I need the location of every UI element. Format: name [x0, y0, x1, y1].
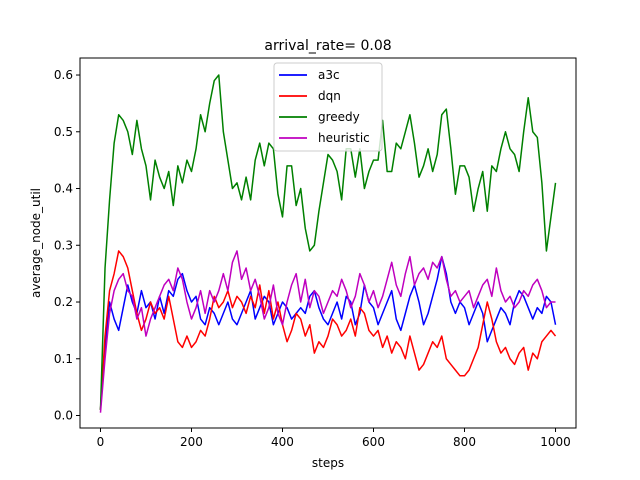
series-lines — [99, 74, 557, 413]
legend-label-greedy: greedy — [318, 110, 360, 124]
series-line-greedy — [99, 74, 557, 410]
legend-label-heuristic: heuristic — [318, 131, 370, 145]
x-tick-label: 1000 — [540, 435, 571, 449]
legend: a3c dqn greedy heuristic — [273, 62, 383, 152]
x-axis-label: steps — [312, 456, 344, 470]
x-axis: 0 200 400 600 800 1000 — [97, 428, 571, 449]
y-axis: 0.0 0.1 0.2 0.3 0.4 0.5 0.6 — [54, 68, 80, 423]
y-tick-label: 0.6 — [54, 68, 73, 82]
y-tick-label: 0.0 — [54, 409, 73, 423]
y-axis-label: average_node_util — [29, 188, 43, 298]
x-tick-label: 400 — [271, 435, 294, 449]
y-tick-label: 0.1 — [54, 352, 73, 366]
y-tick-label: 0.5 — [54, 125, 73, 139]
y-tick-label: 0.4 — [54, 182, 73, 196]
legend-label-a3c: a3c — [318, 68, 340, 82]
series-line-dqn — [99, 250, 557, 410]
plot-area — [79, 57, 577, 429]
legend-box — [273, 62, 383, 152]
legend-label-dqn: dqn — [318, 89, 341, 103]
chart-title: arrival_rate= 0.08 — [264, 38, 391, 54]
plot-frame — [79, 57, 577, 429]
x-tick-label: 200 — [180, 435, 203, 449]
y-tick-label: 0.3 — [54, 238, 73, 252]
series-line-heuristic — [99, 250, 556, 413]
y-tick-label: 0.2 — [54, 295, 73, 309]
x-tick-label: 800 — [453, 435, 476, 449]
x-tick-label: 0 — [97, 435, 105, 449]
series-line-a3c — [99, 255, 557, 410]
x-tick-label: 600 — [362, 435, 385, 449]
